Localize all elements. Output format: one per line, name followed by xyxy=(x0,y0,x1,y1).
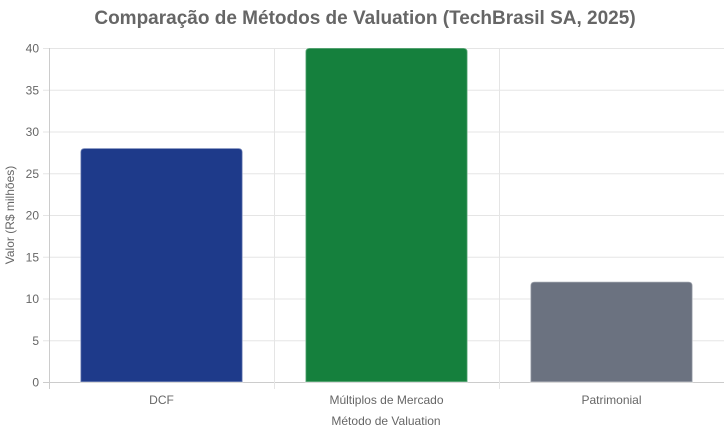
y-tick-label: 0 xyxy=(32,376,39,390)
bar-dcf xyxy=(79,147,244,383)
x-axis-ticks: DCF Múltiplos de Mercado Patrimonial xyxy=(149,393,641,407)
y-tick-label: 25 xyxy=(26,167,40,181)
bar-m-ltiplos-de-mercado xyxy=(304,47,469,383)
bars xyxy=(79,47,694,383)
x-tick-label: DCF xyxy=(149,393,174,407)
x-tick-label: Múltiplos de Mercado xyxy=(329,393,443,407)
y-tick-label: 40 xyxy=(26,42,40,56)
y-axis-label: Valor (R$ milhões) xyxy=(3,166,17,264)
y-tick-label: 15 xyxy=(26,250,40,264)
y-tick-label: 30 xyxy=(26,125,40,139)
x-axis-label: Método de Valuation xyxy=(331,414,440,428)
x-tick-label: Patrimonial xyxy=(581,393,641,407)
y-tick-label: 5 xyxy=(32,334,39,348)
y-tick-label: 20 xyxy=(26,209,40,223)
y-tick-label: 10 xyxy=(26,292,40,306)
y-axis-ticks: 0 5 10 15 20 25 30 35 40 xyxy=(26,42,40,390)
y-tick-label: 35 xyxy=(26,83,40,97)
bar-patrimonial xyxy=(529,281,694,383)
chart-title: Comparação de Métodos de Valuation (Tech… xyxy=(94,8,635,29)
